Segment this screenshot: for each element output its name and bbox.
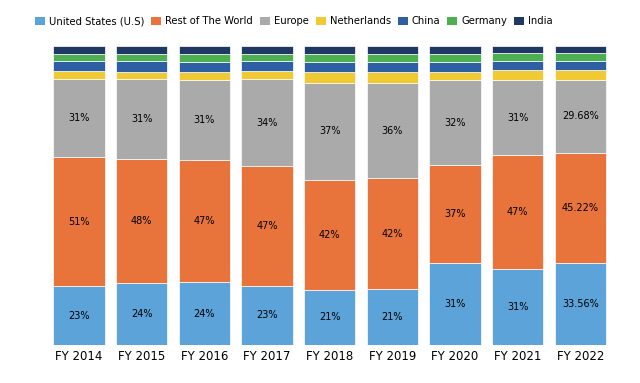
Bar [116, 61, 167, 72]
Text: 37%: 37% [319, 126, 340, 136]
Bar [53, 157, 104, 286]
Bar [555, 70, 606, 80]
Bar [492, 155, 543, 269]
Legend: United States (U.S), Rest of The World, Europe, Netherlands, China, Germany, Ind: United States (U.S), Rest of The World, … [31, 12, 557, 30]
Bar [304, 72, 355, 83]
Bar [367, 72, 418, 83]
Bar [116, 283, 167, 345]
Text: 36%: 36% [381, 126, 403, 136]
Text: 42%: 42% [319, 230, 340, 240]
Text: 32%: 32% [444, 118, 466, 128]
Bar [53, 286, 104, 345]
Bar [367, 289, 418, 345]
Bar [555, 152, 606, 263]
Bar [241, 72, 292, 79]
Bar [179, 160, 230, 282]
Bar [429, 165, 481, 263]
Bar [241, 166, 292, 286]
Bar [53, 61, 104, 71]
Bar [241, 46, 292, 54]
Bar [555, 263, 606, 345]
Text: 45.22%: 45.22% [562, 203, 599, 213]
Bar [116, 54, 167, 61]
Bar [116, 72, 167, 79]
Text: 47%: 47% [507, 207, 529, 217]
Bar [179, 80, 230, 160]
Bar [555, 53, 606, 61]
Text: 31%: 31% [444, 299, 466, 309]
Bar [116, 159, 167, 283]
Bar [179, 72, 230, 80]
Bar [492, 269, 543, 345]
Text: 21%: 21% [319, 312, 340, 322]
Text: 31%: 31% [507, 302, 528, 312]
Text: 21%: 21% [381, 312, 403, 322]
Bar [367, 178, 418, 289]
Bar [241, 54, 292, 61]
Bar [179, 62, 230, 72]
Text: 23%: 23% [68, 311, 90, 321]
Bar [492, 61, 543, 70]
Text: 33.56%: 33.56% [562, 299, 598, 309]
Bar [429, 46, 481, 54]
Bar [492, 80, 543, 155]
Bar [304, 290, 355, 345]
Text: 42%: 42% [381, 229, 403, 239]
Bar [367, 62, 418, 72]
Bar [241, 79, 292, 166]
Bar [304, 83, 355, 180]
Bar [555, 80, 606, 152]
Bar [179, 54, 230, 62]
Bar [53, 46, 104, 54]
Bar [179, 282, 230, 345]
Text: 31%: 31% [507, 113, 528, 123]
Bar [304, 62, 355, 72]
Text: 37%: 37% [444, 209, 466, 219]
Bar [179, 46, 230, 54]
Bar [429, 62, 481, 72]
Bar [429, 72, 481, 80]
Bar [429, 80, 481, 165]
Text: 31%: 31% [131, 115, 152, 124]
Bar [492, 53, 543, 61]
Bar [367, 54, 418, 62]
Bar [304, 46, 355, 54]
Bar [53, 54, 104, 61]
Bar [53, 71, 104, 79]
Bar [53, 79, 104, 157]
Bar [429, 263, 481, 345]
Text: 47%: 47% [256, 221, 278, 231]
Text: 31%: 31% [68, 113, 90, 123]
Bar [304, 180, 355, 290]
Bar [429, 54, 481, 62]
Bar [304, 54, 355, 62]
Bar [555, 61, 606, 70]
Bar [492, 70, 543, 80]
Bar [116, 46, 167, 54]
Text: 29.68%: 29.68% [562, 111, 598, 121]
Bar [492, 46, 543, 53]
Bar [555, 46, 606, 53]
Text: 48%: 48% [131, 216, 152, 226]
Text: 31%: 31% [193, 115, 215, 125]
Text: 51%: 51% [68, 217, 90, 227]
Text: 47%: 47% [193, 216, 215, 226]
Text: 24%: 24% [131, 309, 152, 319]
Bar [241, 61, 292, 72]
Bar [367, 46, 418, 54]
Bar [116, 79, 167, 159]
Text: 24%: 24% [193, 309, 215, 319]
Bar [241, 286, 292, 345]
Text: 23%: 23% [256, 310, 278, 320]
Bar [367, 83, 418, 178]
Text: 34%: 34% [256, 118, 278, 128]
